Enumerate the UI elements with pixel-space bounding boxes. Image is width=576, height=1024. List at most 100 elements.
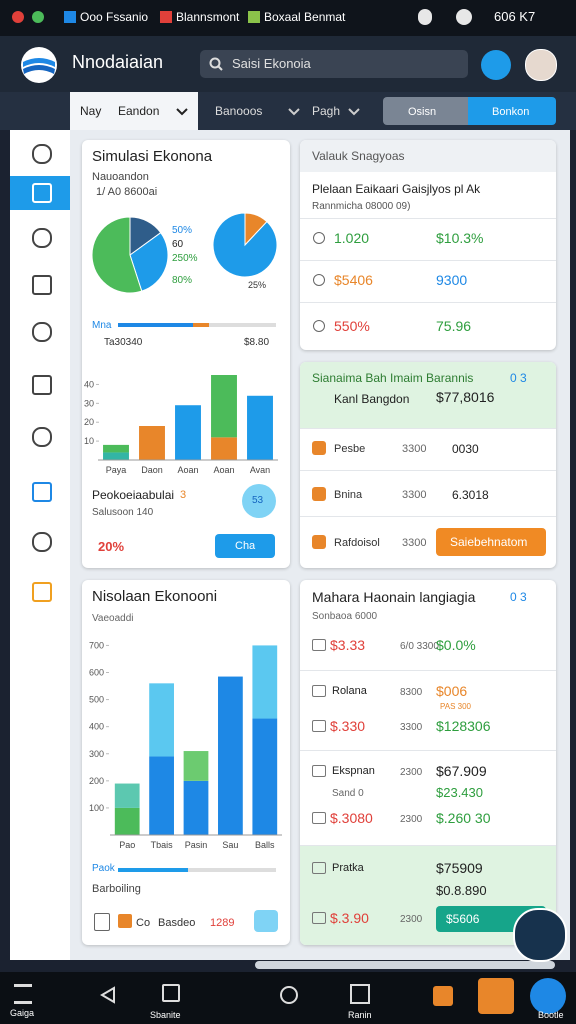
rows: Ekspnan [332, 765, 375, 777]
row-icon [312, 487, 326, 501]
rows: 2300 [400, 814, 423, 825]
row-icon [312, 535, 326, 549]
chart: 100 200 300 400 500 600 700 Pao Tbais Pasin Sau Bal… [89, 640, 282, 850]
title: Mahara Haonain langiagia [312, 589, 476, 605]
nav-icon[interactable] [162, 984, 180, 1002]
rates-panel: Valauk Snagyoas Plelaan Eaikaari Gaisjlyo… [300, 140, 556, 350]
y-tick-label: 20 [84, 417, 94, 427]
avatar[interactable] [525, 49, 557, 81]
tab-active[interactable] [70, 92, 198, 130]
chevron-path [176, 108, 188, 116]
chevron [288, 108, 300, 116]
bottom-nav[interactable]: Ranin [348, 1010, 372, 1020]
items[interactable]: Eandon [118, 104, 160, 118]
sidebar-icon[interactable] [32, 228, 52, 248]
title: Peokoeiaabulai [92, 488, 175, 502]
app-icon[interactable] [530, 978, 566, 1014]
row-icon [312, 912, 326, 924]
fab[interactable] [513, 908, 567, 962]
items[interactable]: Nay [80, 104, 102, 118]
chevron-path [288, 108, 300, 116]
sidebar-icon[interactable] [32, 275, 52, 295]
bottom-nav[interactable]: Gaiga [10, 1008, 35, 1018]
button[interactable] [383, 97, 468, 125]
buttons[interactable]: Osisn [408, 106, 437, 118]
scrollbar[interactable] [255, 961, 555, 969]
button[interactable]: Cha [215, 534, 275, 558]
badge: 0 3 [510, 371, 527, 385]
rows: 0030 [452, 442, 479, 456]
row-icon [312, 441, 326, 455]
button[interactable] [468, 97, 556, 125]
bar-segment [149, 683, 174, 757]
y-tick-label: 10 [84, 436, 94, 446]
y-tick-label: 40 [84, 379, 94, 389]
sidebar-icon[interactable] [32, 322, 52, 342]
x-tick-label: Avan [250, 465, 270, 475]
rows: $.260 30 [436, 810, 491, 826]
sidebar-icon[interactable] [32, 482, 52, 502]
bar-segment [149, 756, 174, 835]
home-icon[interactable] [279, 985, 299, 1005]
rows: 3300 [402, 489, 427, 501]
rows: $5406 [334, 272, 373, 288]
button[interactable] [254, 910, 278, 932]
buttons[interactable]: Bonkon [492, 106, 530, 118]
button[interactable]: Saiebehnatom [450, 535, 528, 549]
bottom-nav[interactable]: Bootle [538, 1010, 564, 1020]
dot [32, 11, 44, 23]
items[interactable]: Banooos [215, 104, 263, 118]
pie-legend: 50% [172, 225, 193, 236]
separator [300, 428, 556, 429]
icon [418, 9, 432, 25]
button[interactable]: Cha [235, 540, 256, 552]
search-icon [209, 57, 223, 71]
row-icon [312, 685, 326, 697]
app-icon[interactable] [433, 986, 453, 1006]
row-icon [312, 639, 326, 651]
title: Nisolaan Ekonooni [92, 588, 218, 605]
row-icon [312, 862, 326, 874]
sidebar-icon[interactable] [32, 375, 52, 395]
sidebar-icon[interactable] [32, 183, 52, 203]
sidebar-icon[interactable] [32, 532, 52, 552]
rows: 6/0 3300 [400, 641, 439, 652]
badge-circle: 53 [242, 484, 276, 518]
chart-panel: Nisolaan Ekonooni Vaeoaddi 100 200 300 400 500… [82, 580, 290, 945]
sidebar-icon[interactable] [32, 427, 52, 447]
app-icon[interactable] [478, 978, 514, 1014]
bar-segment [252, 718, 278, 835]
doc-icon [94, 913, 110, 931]
title: Simulasi Ekonona [92, 148, 213, 165]
bottom-nav[interactable]: Sbanite [150, 1010, 181, 1020]
sidebar-active[interactable] [10, 176, 70, 210]
label: 25% [248, 280, 267, 290]
apps: Blannsmont [176, 10, 240, 24]
separator [300, 750, 556, 751]
bar-segment [103, 452, 129, 460]
bar-segment [114, 807, 140, 835]
items[interactable]: Pagh [312, 104, 341, 118]
row-icon [313, 320, 325, 332]
summary: $8.80 [244, 337, 270, 348]
footer: Basdeo [158, 917, 196, 929]
search-button[interactable] [481, 50, 511, 80]
lead: $77,8016 [436, 389, 495, 405]
sidebar-icon[interactable] [32, 144, 52, 164]
back-icon[interactable] [100, 986, 116, 1004]
menu-icon[interactable] [14, 984, 32, 1004]
x-tick-label: Daon [141, 465, 163, 475]
progress-fill [193, 323, 209, 327]
nav-icon[interactable] [350, 984, 370, 1004]
rows[interactable]: $5606 [446, 912, 480, 926]
button[interactable]: Saiebehnatom [436, 528, 546, 556]
x-tick-label: Aoan [177, 465, 198, 475]
search-box[interactable]: Saisi Ekonoia [200, 50, 468, 78]
sidebar-icon[interactable] [32, 582, 52, 602]
separator [300, 470, 556, 471]
search: Saisi Ekonoia [232, 56, 311, 71]
row-icon [312, 720, 326, 732]
app-icon [248, 11, 260, 23]
footer: Co [136, 917, 151, 929]
